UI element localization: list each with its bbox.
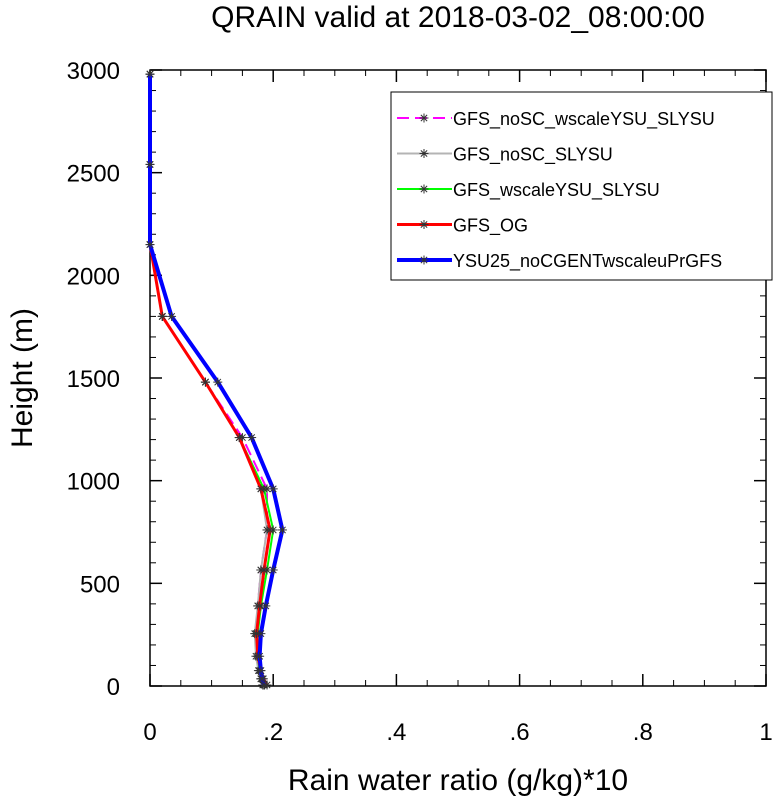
data-point [167,311,177,321]
legend-marker [419,149,429,158]
data-point [256,629,266,639]
y-tick-label: 1500 [67,366,120,393]
legend-label: YSU25_noCGENTwscaleuPrGFS [453,251,722,272]
series-GFS_OG [145,69,275,690]
y-tick-label: 2500 [67,161,120,188]
x-tick-label: .2 [263,719,283,746]
y-tick-label: 0 [107,674,120,701]
data-point [265,525,275,535]
x-tick-label: .8 [633,719,653,746]
x-tick-label: 0 [143,719,156,746]
data-point [259,680,269,690]
data-point [277,525,287,535]
data-point [145,69,155,79]
data-point [234,433,244,443]
series-YSU25_noCGENTwscaleuPrGFS [145,69,287,690]
x-tick-label: .4 [386,719,406,746]
data-point [145,159,155,169]
data-point [145,240,155,250]
legend-box [390,91,773,281]
chart-title: QRAIN valid at 2018-03-02_08:00:00 [211,1,705,34]
y-tick-label: 2000 [67,263,120,290]
data-point [268,484,278,494]
y-tick-labels: 0 500 1000 1500 2000 2500 3000 [67,58,120,701]
data-point [157,311,167,321]
data-point [256,484,266,494]
x-tick-labels: 0 .2 .4 .6 .8 1 [143,719,772,746]
x-tick-label: 1 [759,719,772,746]
series-line [149,74,275,686]
data-point [261,601,271,611]
data-point [213,377,223,387]
legend-label: GFS_wscaleYSU_SLYSU [453,180,660,201]
legend-marker [419,184,429,194]
y-tick-label: 3000 [67,58,120,85]
data-point [256,666,266,676]
series-lines [145,69,287,690]
legend: GFS_noSC_wscaleYSU_SLYSU GFS_noSC_SLYSU GF… [390,91,773,281]
legend-label: GFS_noSC_wscaleYSU_SLYSU [453,109,715,130]
legend-label: GFS_noSC_SLYSU [453,145,613,166]
legend-marker [419,113,429,123]
legend-label: GFS_OG [453,216,528,237]
series-line [148,74,272,686]
x-axis-label: Rain water ratio (g/kg)*10 [288,764,628,797]
data-point [268,565,278,575]
data-point [200,377,210,387]
y-tick-label: 500 [80,571,120,598]
data-point [259,565,269,575]
y-axis-label: Height (m) [6,308,39,448]
x-tick-label: .6 [510,719,530,746]
data-point [255,651,265,661]
legend-marker [419,255,429,265]
legend-marker [419,220,429,229]
data-point [247,433,257,443]
y-tick-label: 1000 [67,469,120,496]
